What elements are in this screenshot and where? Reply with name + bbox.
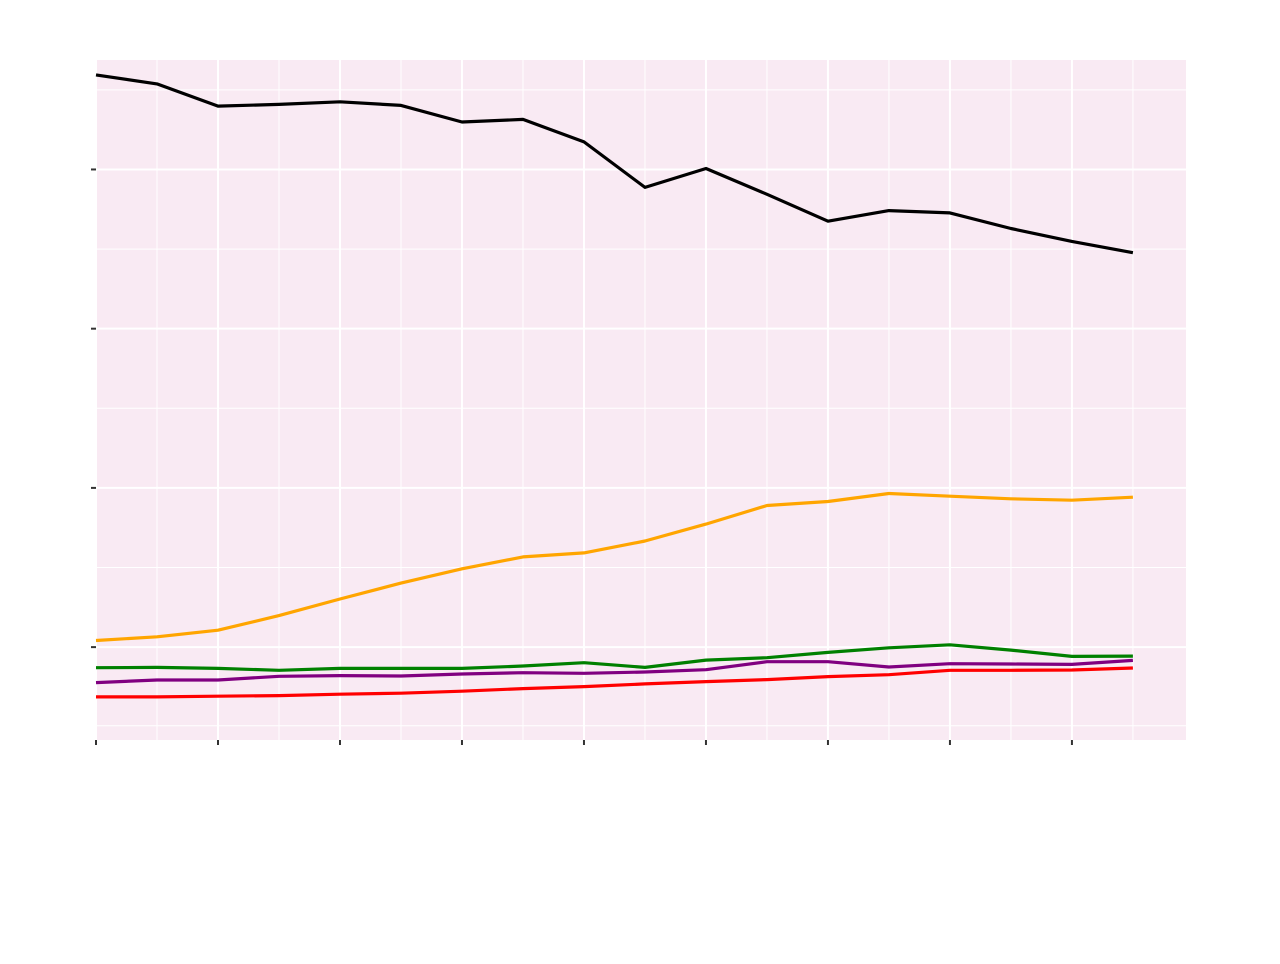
series-line-3 <box>95 643 1133 672</box>
series-lines <box>95 73 1134 699</box>
axis-ticks <box>91 168 1073 745</box>
series-line-1 <box>95 73 1134 255</box>
plot-panel <box>96 60 1186 740</box>
series-line-2 <box>95 491 1133 643</box>
series-line-5 <box>96 666 1133 699</box>
series-line-4 <box>95 658 1134 685</box>
gridlines <box>95 60 1186 740</box>
